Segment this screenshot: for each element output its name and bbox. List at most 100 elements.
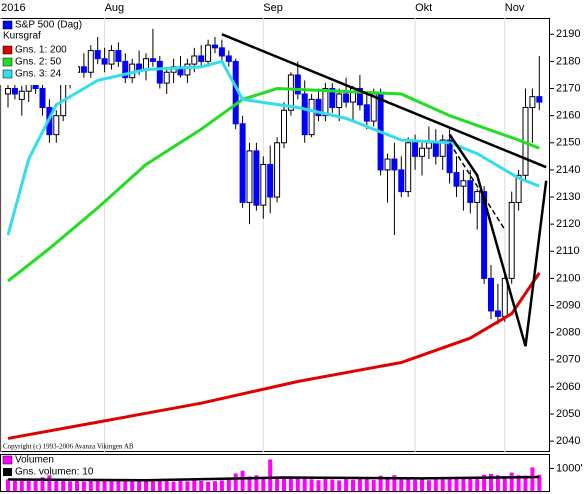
- legend-swatch: [2, 20, 13, 30]
- volume-bar: [6, 479, 10, 491]
- volume-bar: [226, 479, 231, 491]
- legend-box: [0, 19, 78, 85]
- candle-body: [536, 96, 543, 103]
- candle-body: [198, 55, 205, 62]
- volume-bar: [61, 480, 66, 491]
- volume-bar: [364, 478, 369, 491]
- legend-label: Gns. volumen: 10: [15, 467, 94, 478]
- y-tick-label: 2180: [556, 55, 580, 67]
- volume-bar: [206, 481, 211, 491]
- volume-tick-label: 1000': [556, 462, 583, 474]
- volume-bar: [137, 480, 142, 491]
- candle-body: [363, 104, 370, 122]
- candle-body: [94, 50, 101, 60]
- candle-body: [191, 55, 198, 65]
- moving-average-line: [7, 87, 540, 283]
- y-tick-label: 2060: [556, 381, 580, 393]
- y-tick-label: 2110: [556, 245, 580, 257]
- candle-body: [356, 88, 363, 106]
- candle-body: [294, 74, 301, 95]
- volume-bar: [399, 477, 404, 491]
- y-tick-label: 2190: [556, 28, 580, 40]
- candle-body: [412, 142, 419, 157]
- volume-bar: [433, 479, 438, 491]
- legend-swatch: [3, 468, 12, 476]
- volume-bar: [68, 481, 73, 491]
- volume-average-line: [7, 475, 540, 482]
- volume-bar: [351, 479, 355, 491]
- candle-body: [488, 277, 494, 312]
- volume-bar: [261, 477, 266, 491]
- candle-body: [80, 66, 87, 73]
- candle-body: [329, 88, 336, 109]
- legend-swatch: [2, 45, 13, 55]
- candle-body: [453, 172, 460, 187]
- volume-bar: [344, 479, 349, 491]
- candle-body: [246, 150, 253, 203]
- candle-body: [508, 201, 515, 279]
- volume-bar: [178, 480, 183, 491]
- candle-body: [163, 71, 170, 84]
- volume-bar: [88, 479, 93, 491]
- copyright: Copyright (c) 1993-2006 Avanza Vikingen …: [3, 443, 134, 451]
- candle-body: [308, 98, 315, 136]
- volume-bar: [171, 481, 176, 491]
- volume-bar: [537, 474, 542, 491]
- volume-frame: [0, 454, 550, 492]
- volume-bar: [164, 481, 169, 491]
- legend-swatch: [2, 57, 13, 67]
- candle-body: [260, 163, 267, 206]
- y-tick-label: 2170: [556, 82, 580, 94]
- y-tick-label: 2150: [556, 137, 580, 149]
- volume-bar: [144, 479, 148, 491]
- y-tick-label: 2100: [556, 272, 580, 284]
- volume-bar: [268, 459, 273, 491]
- y-tick-label: 2130: [556, 191, 580, 203]
- legend-label: Gns. 3: 24: [15, 69, 62, 80]
- candle-body: [315, 98, 322, 117]
- candle-body: [398, 169, 405, 193]
- legend-label: S&P 500 (Dag): [15, 20, 82, 31]
- candle-body: [184, 63, 191, 76]
- candle-body: [287, 74, 294, 111]
- candle-body: [149, 58, 156, 62]
- volume-bar: [116, 480, 121, 491]
- candle-body: [87, 50, 94, 73]
- plot-frame: [0, 18, 550, 452]
- y-tick-label: 2040: [556, 435, 580, 447]
- volume-bar: [33, 479, 38, 491]
- volume-bar: [95, 481, 100, 491]
- candle-body: [205, 44, 212, 62]
- candle-body: [53, 115, 60, 136]
- volume-bar: [40, 477, 45, 491]
- volume-bar: [282, 478, 286, 491]
- y-tick-label: 2070: [556, 354, 580, 366]
- trend-line: [448, 133, 548, 347]
- volume-bar: [516, 475, 521, 491]
- volume-bar: [530, 467, 535, 491]
- volume-bar: [413, 479, 418, 491]
- candle-body: [136, 63, 143, 71]
- candle-body: [156, 60, 163, 84]
- volume-bar: [385, 477, 390, 491]
- volume-bar: [468, 477, 473, 491]
- volume-bar: [461, 477, 466, 491]
- volume-bar: [275, 477, 280, 491]
- volume-bar: [123, 478, 128, 491]
- volume-bar: [330, 479, 335, 491]
- candle-body: [39, 88, 46, 109]
- volume-bar: [392, 475, 397, 491]
- candle-body: [474, 191, 481, 203]
- volume-bar: [509, 472, 514, 491]
- trend-line: [448, 142, 506, 230]
- volume-bar: [316, 480, 321, 491]
- volume-bar: [130, 480, 135, 491]
- volume-bar: [378, 475, 383, 491]
- candle-body: [446, 139, 453, 174]
- moving-average-line: [6, 59, 540, 236]
- candle-body: [419, 147, 425, 157]
- legend-label: Gns. 1: 200: [15, 45, 67, 56]
- x-tick-label: 2016: [1, 2, 25, 14]
- legend-swatch: [2, 455, 13, 465]
